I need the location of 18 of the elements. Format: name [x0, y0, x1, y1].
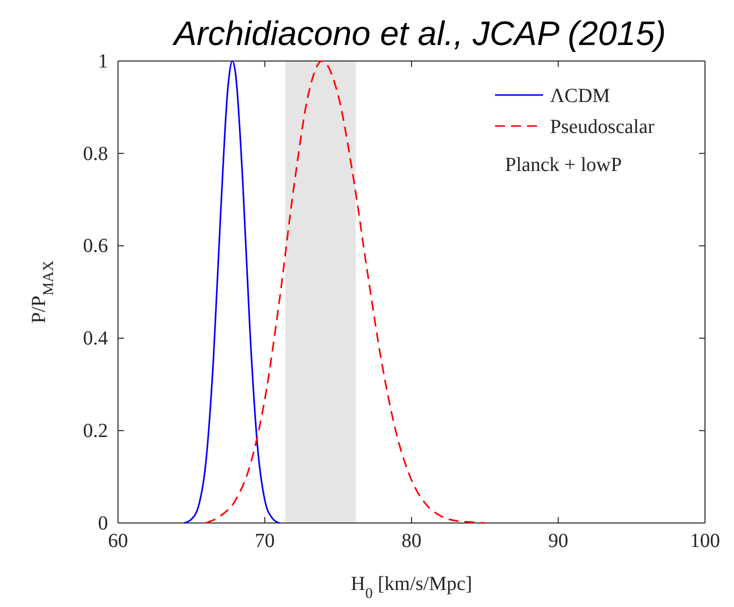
x-tick-label: 100 [690, 530, 720, 552]
y-tick-label: 0.8 [83, 142, 108, 165]
legend-title: Planck + lowP [505, 154, 622, 176]
x-tick-label: 70 [254, 530, 275, 552]
legend-label: Pseudoscalar [550, 116, 655, 138]
x-axis-title: H$_{0}$ [km/s/Mpc] [350, 573, 472, 602]
y-tick-label: 0.6 [83, 235, 108, 258]
legend-label: ΛCDM [550, 85, 610, 107]
x-tick-label: 80 [402, 530, 422, 552]
y-tick-label: 0.2 [83, 420, 108, 442]
line-series [183, 60, 280, 524]
y-tick-label: 0 [98, 512, 108, 534]
x-tick-label: 90 [548, 530, 568, 552]
x-tick-label: 60 [108, 530, 128, 552]
y-tick-label: 0.4 [83, 328, 108, 350]
chart-title: Archidiacono et al., JCAP (2015) [172, 15, 666, 53]
line-series [205, 60, 486, 524]
y-tick-label: 1 [98, 50, 108, 72]
